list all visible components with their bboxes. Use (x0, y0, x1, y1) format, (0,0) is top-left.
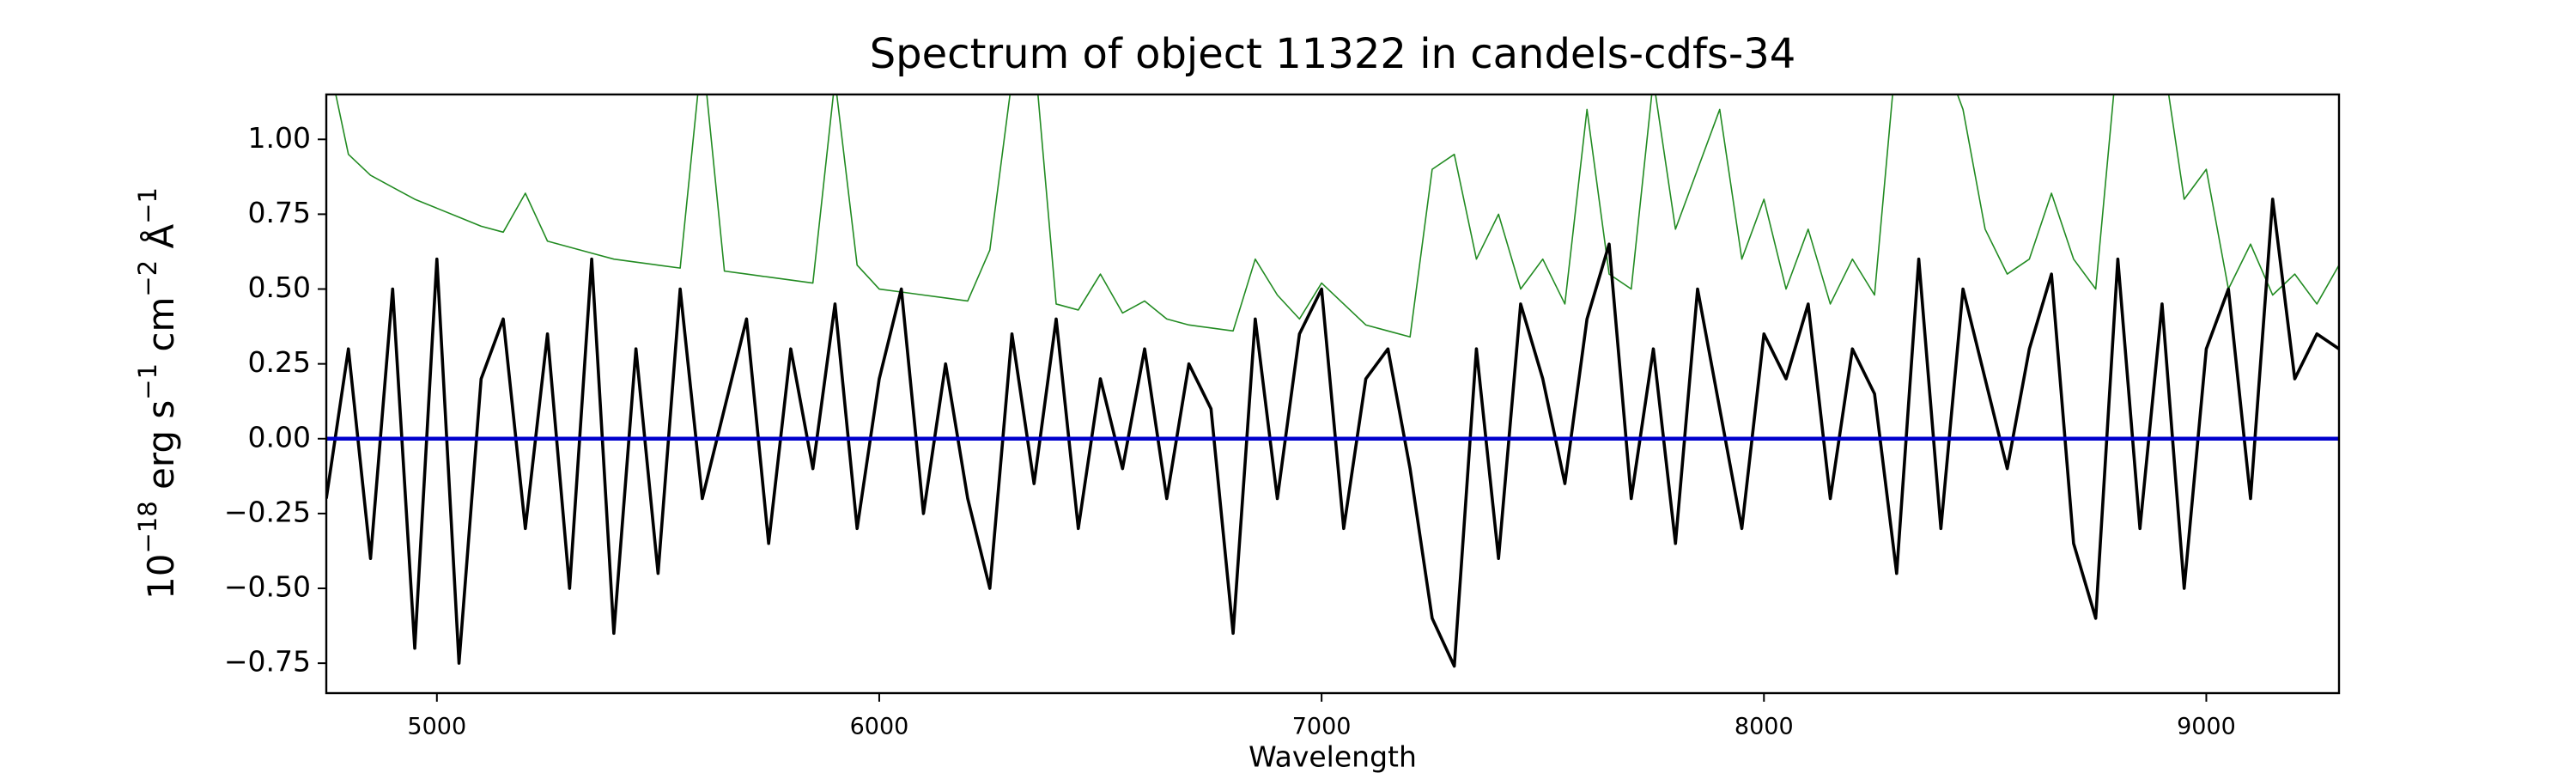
series-line (335, 94, 2339, 338)
y-label-text: Å (139, 224, 182, 260)
y-tick-label: 0.00 (248, 420, 311, 453)
y-tick-label: 1.00 (248, 121, 311, 155)
y-label-superscript: −1 (133, 187, 162, 224)
y-label-superscript: −1 (133, 363, 162, 400)
y-label-text: cm (140, 297, 182, 363)
x-tick-label: 6000 (850, 714, 909, 740)
y-axis-label: 10−18 erg s−1 cm−2 Å−1 (133, 187, 182, 600)
x-tick-label: 7000 (1292, 714, 1352, 740)
series-line (326, 198, 2339, 668)
x-tick-label: 9000 (2177, 714, 2236, 740)
y-tick-label: 0.25 (248, 345, 311, 379)
y-label-text: 10 (140, 554, 182, 600)
x-tick-label: 5000 (407, 714, 466, 740)
y-tick-label: 0.75 (248, 196, 311, 229)
y-label-superscript: −18 (133, 501, 162, 553)
axes: −0.75 −0.50 −0.25 0.00 0.25 0.50 0.75 1.00 5000 6… (224, 121, 2236, 740)
plot-area (326, 94, 2339, 668)
x-tick-label: 8000 (1735, 714, 1794, 740)
y-tick-label: −0.25 (224, 495, 311, 528)
y-tick-label: −0.75 (224, 645, 311, 679)
y-label-text: erg s (140, 400, 182, 502)
axes-frame (325, 93, 2341, 695)
y-label-superscript: −2 (133, 260, 162, 297)
y-tick-label: 0.50 (248, 271, 311, 304)
chart-title: Spectrum of object 11322 in candels-cdfs… (870, 30, 1796, 78)
y-tick-label: −0.50 (224, 570, 311, 604)
x-axis-label: Wavelength (1249, 740, 1417, 773)
